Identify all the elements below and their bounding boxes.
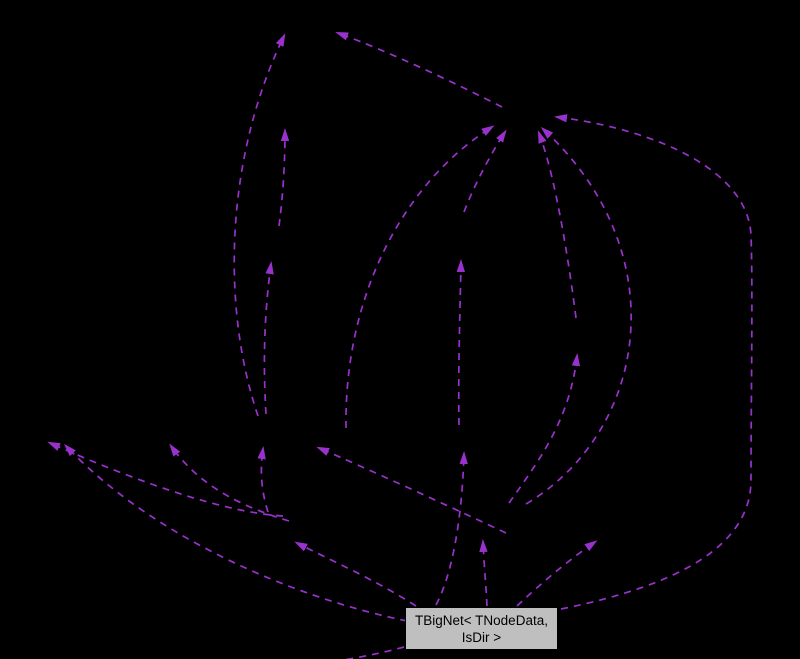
edge-m1-to-l3 [257, 446, 269, 513]
graph-node-label-line1: TBigNet< TNodeData, [415, 612, 548, 628]
edge-box-to-l5 [435, 451, 468, 606]
edge-box-to-l1b [63, 443, 408, 622]
edge-l3-to-n1 [233, 33, 286, 417]
graph-node-tbignet: TBigNet< TNodeData, IsDir > [405, 607, 558, 650]
edge-m1-to-l2 [169, 443, 290, 522]
edge-m1-to-l1a [47, 441, 284, 517]
edge-r3-to-n2 [537, 130, 577, 319]
edge-n2-to-n1 [335, 31, 503, 108]
edge-n4-to-n3 [278, 128, 290, 227]
edge-c5-to-n2 [525, 126, 632, 505]
edge-box-to-m1 [294, 541, 417, 607]
edge-box-to-c5 [479, 539, 488, 607]
edge-box-bottom-frag [344, 646, 405, 659]
edge-l3-to-n4 [263, 261, 274, 415]
edge-l4-to-n2 [345, 125, 495, 429]
graph-node-label-line2: IsDir > [461, 629, 502, 645]
edge-box-to-n2-outer [554, 114, 753, 610]
edge-c5-to-l4 [316, 446, 507, 534]
edge-c5-to-r3 [508, 353, 581, 504]
edge-l5-to-n4b [456, 259, 466, 426]
edge-n4b-to-n2 [463, 129, 507, 213]
edge-box-to-r4b [516, 540, 598, 607]
